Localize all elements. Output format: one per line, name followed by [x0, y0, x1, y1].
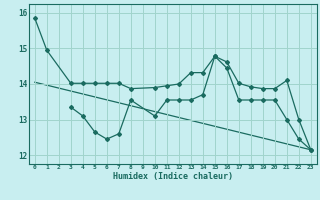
X-axis label: Humidex (Indice chaleur): Humidex (Indice chaleur) [113, 172, 233, 181]
